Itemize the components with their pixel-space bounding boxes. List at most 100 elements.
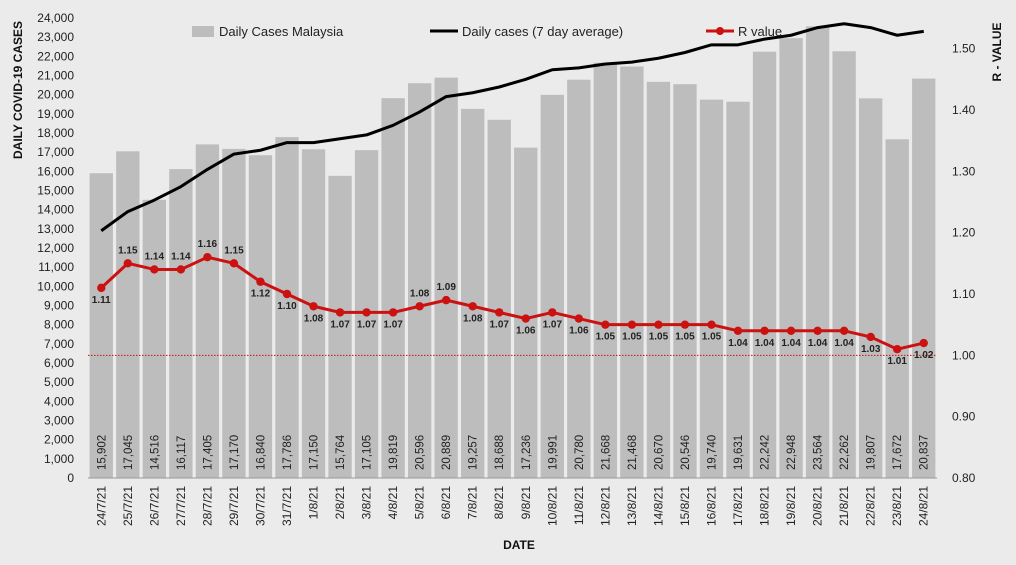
x-tick-label: 28/7/21 [200,486,214,526]
y-tick-label: 24,000 [37,11,74,25]
r-value-point [707,320,716,329]
r-value-point [893,345,902,354]
r-value-point [627,320,637,329]
bar [275,137,299,478]
r-value-point [150,265,159,274]
r-value-point [441,295,451,305]
right-y-axis: 0.80 0.90 1.00 1.10 1.20 1.30 1.40 1.50 [952,42,976,485]
bar [593,62,618,479]
r-value-point [548,308,557,317]
r-value-point [919,338,928,348]
y2-axis-title: R - VALUE [990,22,1004,81]
r-value-label: 1.11 [92,295,111,306]
bar [885,139,909,478]
bar-value-label: 19,631 [733,435,745,470]
r-value-label: 1.15 [118,245,138,256]
r-value-point [495,308,504,317]
y-tick-label: 13,000 [37,222,74,236]
y2-tick-label: 1.20 [952,226,976,240]
x-tick-label: 8/8/21 [492,486,506,520]
bar [620,66,644,478]
r-value-label: 1.07 [357,319,377,330]
r-value-label: 1.04 [755,338,775,349]
x-tick-label: 24/8/21 [917,486,931,526]
y-tick-label: 3,000 [44,414,74,428]
r-value-label: 1.03 [861,344,881,355]
bar-value-label: 22,242 [760,435,772,470]
y2-tick-label: 1.40 [952,103,976,117]
x-tick-label: 17/8/21 [731,486,745,526]
r-value-label: 1.05 [675,332,695,343]
r-value-label: 1.05 [649,332,669,343]
bar-value-label: 21,668 [600,435,612,470]
r-value-point [786,326,796,335]
y-tick-label: 17,000 [37,145,74,159]
r-value-point [468,302,477,311]
bar-value-label: 16,117 [176,436,188,470]
y-tick-label: 23,000 [37,30,74,44]
x-tick-label: 12/8/21 [598,486,612,526]
y-tick-label: 11,000 [38,260,74,274]
bar-series [89,26,936,479]
bar [567,79,591,478]
legend: Daily Cases Malaysia Daily cases (7 day … [192,24,782,39]
r-value-label: 1.08 [410,288,430,299]
legend-label-r: R value [738,24,782,39]
x-tick-label: 16/8/21 [704,486,718,526]
x-tick-label: 9/8/21 [519,486,533,520]
r-value-point [123,259,132,268]
r-value-label: 1.08 [304,313,324,324]
legend-label-bars: Daily Cases Malaysia [219,24,344,39]
bar [89,173,113,478]
bar [514,147,538,479]
y-tick-label: 0 [67,471,74,485]
r-value-point [282,289,292,299]
x-tick-label: 4/8/21 [386,486,400,520]
bar [487,119,511,479]
r-value-point [335,308,345,317]
x-tick-label: 21/8/21 [837,486,851,526]
bar-value-label: 20,889 [441,435,453,470]
bar-value-label: 16,840 [255,435,267,470]
y-tick-label: 4,000 [44,394,74,408]
r-value-label: 1.07 [383,319,403,330]
bar [832,51,856,478]
r-value-label: 1.04 [781,338,801,349]
r-value-point [574,314,584,323]
y2-tick-label: 1.10 [952,287,976,301]
r-value-line-group: 1.11 1.15 1.14 1.14 1.16 1.15 1.12 1.10 1.08 1.07… [92,239,934,367]
y2-tick-label: 0.90 [952,410,976,424]
r-value-label: 1.05 [702,332,722,343]
r-value-label: 1.01 [887,356,907,367]
bar-value-label: 20,596 [415,435,427,470]
y-tick-label: 9,000 [44,299,74,313]
r-value-label: 1.05 [622,332,642,343]
bar-value-label: 19,807 [866,435,878,470]
bar-value-label: 20,546 [680,435,692,470]
y-tick-label: 20,000 [37,88,74,102]
bar-value-label: 22,948 [786,435,798,470]
r-value-point [229,259,239,268]
x-tick-label: 20/8/21 [811,486,825,526]
r-value-label: 1.06 [569,326,589,337]
y-tick-label: 2,000 [44,433,74,447]
x-tick-label: 31/7/21 [280,486,294,526]
bar [328,175,352,478]
bar [779,38,803,479]
r-value-point [176,265,186,274]
r-value-label: 1.02 [914,350,934,361]
y-tick-label: 14,000 [37,203,74,217]
r-value-point [733,326,743,335]
y-tick-label: 21,000 [37,69,74,83]
bar [434,77,458,478]
r-value-point [601,320,610,329]
bar-value-label: 23,564 [813,434,825,470]
r-value-label: 1.04 [728,338,748,349]
bar-value-label: 17,405 [202,435,214,470]
x-tick-label: 22/8/21 [864,486,878,526]
y-tick-label: 6,000 [44,356,74,370]
y2-tick-label: 1.30 [952,164,976,178]
y2-tick-label: 0.80 [952,471,976,485]
r-value-point [839,326,849,335]
bar-value-label: 17,045 [123,435,135,470]
